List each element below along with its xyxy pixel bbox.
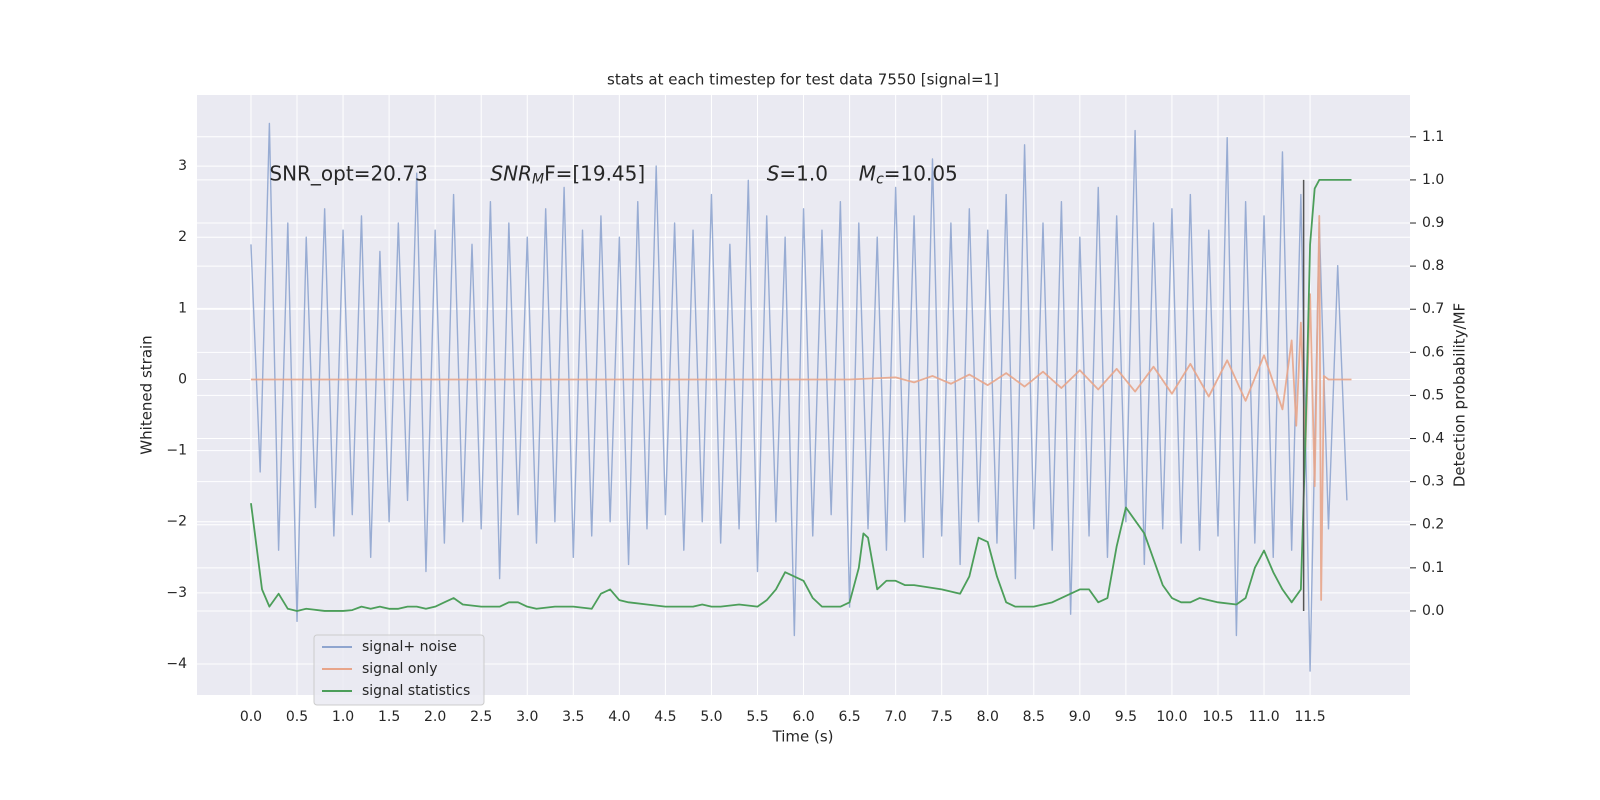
y-tick-label: −3 <box>166 585 187 601</box>
annotation-part: M <box>532 172 544 188</box>
chart-title: stats at each timestep for test data 755… <box>607 71 999 89</box>
x-tick-label: 11.0 <box>1248 709 1279 725</box>
x-tick-label: 11.5 <box>1294 709 1325 725</box>
y2-tick-label: 0.0 <box>1422 603 1444 619</box>
y2-tick-label: 0.7 <box>1422 301 1444 317</box>
x-tick-label: 2.5 <box>470 709 492 725</box>
y2-tick-label: 0.1 <box>1422 560 1444 576</box>
series-line <box>250 215 1352 601</box>
annotation-part: =1.0 <box>779 161 828 185</box>
x-tick-label: 2.0 <box>424 709 446 725</box>
annotation-part: SNR_opt=20.73 <box>269 161 427 185</box>
series-line <box>250 122 1348 672</box>
y-tick-label: −2 <box>166 514 187 530</box>
x-tick-label: 3.0 <box>516 709 538 725</box>
annotation-part: M <box>859 161 876 185</box>
annotation-part: F=[19.45] <box>544 161 645 185</box>
x-tick-label: 6.0 <box>792 709 814 725</box>
x-tick-label: 8.5 <box>1023 709 1045 725</box>
y2-tick-label: 0.4 <box>1422 431 1444 447</box>
y2-tick-label: 1.1 <box>1422 129 1444 145</box>
y-tick-label: −4 <box>166 656 187 672</box>
y2-tick-label: 1.0 <box>1422 172 1444 188</box>
y2-axis-label: Detection probability/MF <box>1451 303 1469 487</box>
y-tick-label: 2 <box>178 229 187 245</box>
x-tick-label: 1.5 <box>378 709 400 725</box>
annotation: SNR_opt=20.73 <box>269 161 427 185</box>
legend-label: signal+ noise <box>362 639 457 655</box>
x-tick-label: 0.0 <box>240 709 262 725</box>
y-tick-label: −1 <box>166 443 187 459</box>
annotation-part: =10.05 <box>884 161 958 185</box>
annotation: Mc=10.05 <box>859 161 958 188</box>
y2-tick-label: 0.8 <box>1422 258 1444 274</box>
x-tick-label: 10.5 <box>1202 709 1233 725</box>
y2-tick-label: 0.5 <box>1422 387 1444 403</box>
series-line <box>250 179 1352 612</box>
x-tick-label: 5.0 <box>700 709 722 725</box>
annotation-part: c <box>876 172 884 188</box>
legend-label: signal only <box>362 661 437 677</box>
legend-label: signal statistics <box>362 683 470 699</box>
annotation-part: S <box>767 161 780 185</box>
annotation: SNRMF=[19.45] <box>490 161 645 188</box>
y-tick-label: 0 <box>178 371 187 387</box>
x-tick-label: 8.0 <box>977 709 999 725</box>
x-tick-label: 0.5 <box>286 709 308 725</box>
x-axis-label: Time (s) <box>772 728 834 746</box>
y-axis-label: Whitened strain <box>138 335 156 454</box>
annotation: S=1.0 <box>767 161 828 185</box>
x-tick-label: 10.0 <box>1156 709 1187 725</box>
x-tick-label: 1.0 <box>332 709 354 725</box>
x-tick-label: 9.0 <box>1069 709 1091 725</box>
x-tick-label: 4.0 <box>608 709 630 725</box>
annotation-part: SNR <box>490 161 532 185</box>
legend-box <box>313 634 485 706</box>
y2-tick-label: 0.6 <box>1422 344 1444 360</box>
y2-tick-label: 0.9 <box>1422 215 1444 231</box>
y2-tick-label: 0.2 <box>1422 517 1444 533</box>
y-tick-label: 3 <box>178 158 187 174</box>
y2-tick-label: 0.3 <box>1422 474 1444 490</box>
x-tick-label: 6.5 <box>838 709 860 725</box>
x-tick-label: 4.5 <box>654 709 676 725</box>
x-tick-label: 7.5 <box>931 709 953 725</box>
x-tick-label: 3.5 <box>562 709 584 725</box>
x-tick-label: 5.5 <box>746 709 768 725</box>
x-tick-label: 9.5 <box>1115 709 1137 725</box>
y-tick-label: 1 <box>178 300 187 316</box>
x-tick-label: 7.0 <box>885 709 907 725</box>
